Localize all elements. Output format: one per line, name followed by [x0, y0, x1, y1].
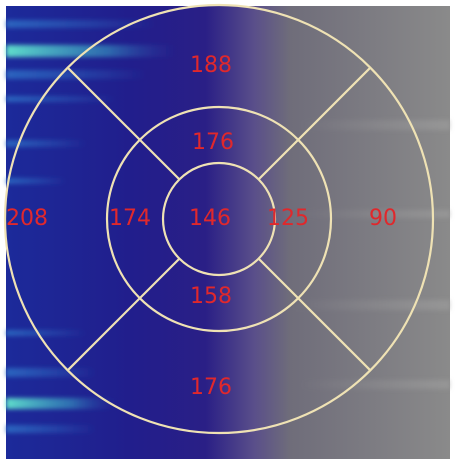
spoke-upper-right [257, 66, 372, 181]
middle-lateral-value: 125 [267, 206, 309, 231]
outer-ring [3, 3, 435, 435]
outer-anterior-value: 188 [190, 53, 232, 78]
middle-inferior-value: 158 [190, 284, 232, 309]
bullseye-rings [3, 3, 435, 435]
middle-septal-value: 174 [109, 206, 151, 231]
segment-labels: 188 208 90 176 176 174 125 158 146 [6, 53, 397, 400]
outer-septal-value: 208 [6, 206, 48, 231]
spoke-lower-right [257, 257, 372, 372]
outer-lateral-value: 90 [369, 206, 397, 231]
middle-ring [105, 105, 333, 333]
apex-ring [161, 161, 277, 277]
spoke-lower-left [66, 257, 181, 372]
spoke-upper-left [66, 66, 181, 181]
middle-anterior-value: 176 [192, 130, 234, 155]
outer-inferior-value: 176 [190, 375, 232, 400]
apex-value: 146 [189, 206, 231, 231]
